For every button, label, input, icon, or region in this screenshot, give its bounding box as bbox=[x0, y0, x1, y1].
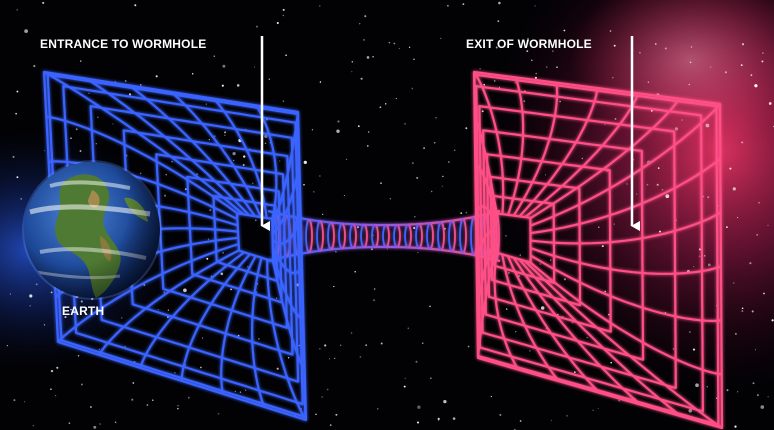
exit-label: EXIT OF WORMHOLE bbox=[466, 37, 592, 51]
earth-icon bbox=[22, 160, 162, 300]
earth-label: EARTH bbox=[62, 304, 105, 318]
exit-funnel-grid bbox=[472, 70, 724, 430]
wormhole-tunnel bbox=[267, 209, 501, 263]
entrance-label: ENTRANCE TO WORMHOLE bbox=[40, 37, 207, 51]
red-nebula-core bbox=[570, 0, 774, 150]
